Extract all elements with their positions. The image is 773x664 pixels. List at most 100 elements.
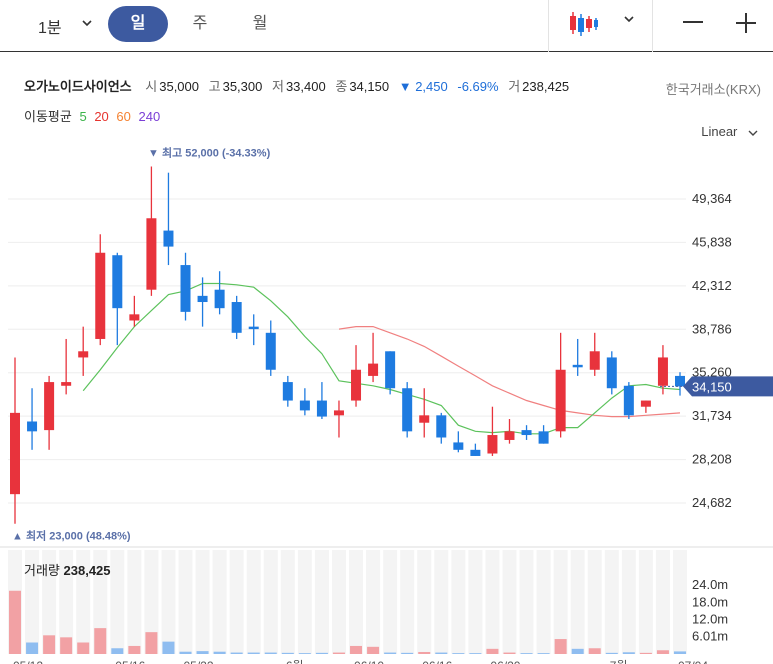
volume-bar [9,590,21,654]
candle-body [640,400,651,407]
x-tick-label: 6월 [286,659,304,664]
candle-body [316,400,327,417]
y-tick-label: 38,786 [692,321,732,336]
volume-bar [367,646,380,654]
tab-day[interactable]: 일 [108,6,168,42]
candle-body [657,357,668,386]
candle-body [265,332,276,370]
candle-body [470,449,481,456]
low-value: 33,400 [285,79,326,94]
volume-bar [111,648,124,654]
volume-bar [350,645,363,654]
chevron-down-icon[interactable] [622,12,636,26]
volume-bar [588,648,601,654]
tab-week[interactable]: 주 [192,15,208,32]
volume-bar [554,639,567,654]
volume-bar [332,652,345,654]
volume-bg-column [212,550,227,654]
candle-body [589,351,600,370]
candle-body [282,382,293,401]
volume-bar [520,653,533,654]
volume-bar [43,635,56,654]
volume-bar [281,652,294,654]
x-tick-label: 7월 [610,659,628,664]
candle-body [487,435,498,454]
volume-bar [298,653,311,654]
volume-bg-column [570,550,585,654]
x-tick-label: 06/10 [354,659,384,664]
volume-bg-column [536,550,551,654]
chevron-down-icon [748,130,758,136]
volume-bg-column [502,550,517,654]
volume-bg-column [93,550,108,654]
candle-body [112,255,123,309]
volume-bar [639,652,652,654]
y-tick-label: 35,260 [692,365,732,380]
price-chart[interactable]: 49,364 45,838 42,312 38,786 35,260 31,734 28,2… [0,140,773,664]
y-tick-label: 31,734 [692,408,732,423]
volume-bg-column [263,550,278,654]
volume-bar [162,641,175,654]
candle-body [214,289,225,309]
volume-bar [469,653,482,654]
scale-selector[interactable]: Linear [701,124,759,139]
candle-body [453,442,464,450]
volume-bg-column [604,550,619,654]
candle-body [299,400,310,411]
volume-bg-column [331,550,346,654]
candle-body [61,382,72,386]
ma-20: 20 [94,109,109,124]
ma20-line [338,326,681,418]
volume-bar [622,652,635,654]
stock-summary: 오가노이드사이언스 시 35,000 고 35,300 저 33,400 종 34,15… [24,76,575,95]
volume-bg-column [519,550,534,654]
x-tick-label: 07/04 [678,659,708,664]
x-tick-label: 05/16 [115,659,145,664]
volume-bar [26,642,39,654]
zoom-in-icon[interactable] [735,12,757,34]
volume-title: 거래량 238,425 [24,560,111,579]
volume-bg-column [417,550,432,654]
max-annotation: ▼ 최고 52,000 (-34.33%) [148,146,271,160]
volume-bg-column [144,550,159,654]
volume-bar [435,652,448,654]
candlestick-chart-icon[interactable] [567,10,599,38]
volume-bg-column [178,550,193,654]
volume-bar [452,653,465,654]
candle-body [368,363,379,376]
volume-bg-column [25,550,40,654]
moving-average-legend[interactable]: 이동평균 5 20 60 240 [24,106,164,125]
volume-bar [401,652,414,654]
y-tick-label: 28,208 [692,452,732,467]
candle-body [555,369,566,432]
volume-bg-column [246,550,261,654]
low-label: 저 [271,79,284,94]
volume-bg-column [400,550,415,654]
high-value: 35,300 [222,79,263,94]
x-tick-label: 06/16 [422,659,452,664]
chevron-down-icon[interactable] [80,16,94,30]
last-price-label: 34,150 [692,379,732,394]
volume-bg-column [195,550,210,654]
volume-title-label: 거래량 [24,563,60,578]
open-label: 시 [145,79,158,94]
candle-body [197,295,208,303]
volume-bg-column [553,550,568,654]
zoom-out-icon[interactable] [683,21,703,23]
volume-bg-column [127,550,142,654]
volume-bar [418,651,431,654]
volume-bg-column [366,550,381,654]
ma-60: 60 [116,109,131,124]
interval-selector[interactable]: 1분 [38,20,62,37]
candle-body [623,385,634,416]
candle-body [606,357,617,389]
candle-body [572,364,583,368]
volume-bg-column [587,550,602,654]
candle-body [44,382,55,431]
candle-body [146,218,157,290]
volume-bg-column [161,550,176,654]
volume-bar [94,628,107,654]
change-percent: -6.69% [457,79,499,94]
tab-month[interactable]: 월 [252,15,268,32]
candle-body [402,388,413,432]
